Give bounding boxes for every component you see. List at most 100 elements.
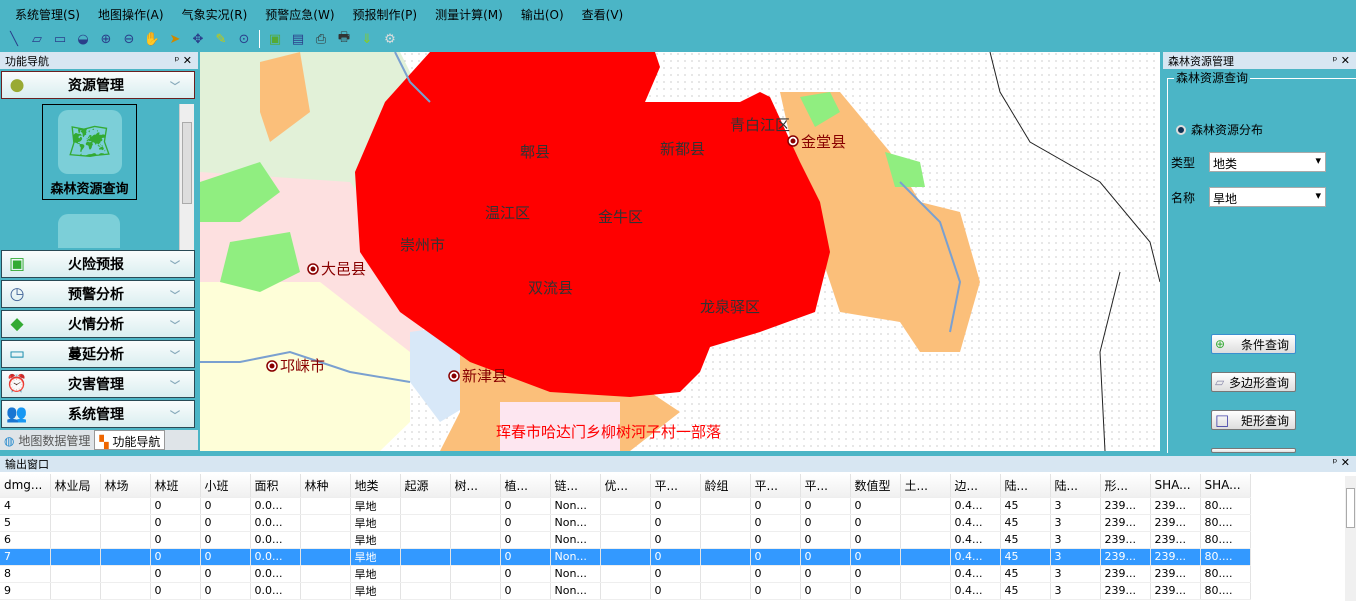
- menu-measure[interactable]: 测量计算(M): [435, 7, 503, 22]
- download-icon[interactable]: ⇓: [361, 31, 373, 47]
- brush-icon[interactable]: ✎: [215, 31, 227, 47]
- column-header[interactable]: 陆...: [1000, 474, 1051, 498]
- column-header[interactable]: 林场: [100, 474, 151, 498]
- group-resource-management[interactable]: ● 资源管理 ﹀: [1, 71, 195, 99]
- condition-query-button[interactable]: ⊕ 条件查询: [1211, 334, 1296, 354]
- polygon-icon: ▱: [1215, 375, 1225, 389]
- column-header[interactable]: 平...: [800, 474, 851, 498]
- diamond-fire-icon: ◆: [10, 314, 24, 334]
- table-row[interactable]: 8 0 0 0.0... 旱地 0 Non... 0 0 0 0 0.4... 45 3 239... 239…: [0, 565, 1251, 583]
- column-header[interactable]: SHA...: [1200, 474, 1251, 498]
- column-header[interactable]: 植...: [500, 474, 551, 498]
- table-cell: 0.0...: [250, 514, 301, 532]
- table-cell: [100, 548, 151, 566]
- zoom-in-icon[interactable]: ⊕: [100, 31, 112, 47]
- select-arrow-icon[interactable]: ➤: [169, 31, 181, 47]
- menu-output[interactable]: 输出(O): [520, 7, 564, 22]
- tab-function-nav[interactable]: ▚ 功能导航: [94, 430, 166, 450]
- document-globe-icon[interactable]: [58, 214, 120, 248]
- column-header[interactable]: 龄组: [700, 474, 751, 498]
- column-header[interactable]: 地类: [350, 474, 401, 498]
- menu-forecast[interactable]: 预报制作(P): [352, 7, 418, 22]
- column-header[interactable]: 形...: [1100, 474, 1151, 498]
- group-fire-analysis[interactable]: ◆ 火情分析 ﹀: [1, 310, 195, 338]
- column-header[interactable]: 边...: [950, 474, 1001, 498]
- group-spread-analysis[interactable]: ▭ 蔓延分析 ﹀: [1, 340, 195, 368]
- menu-warning[interactable]: 预警应急(W): [265, 7, 335, 22]
- rectangle-query-button[interactable]: □ 矩形查询: [1211, 410, 1296, 430]
- table-cell: 0: [850, 531, 901, 549]
- column-header[interactable]: 土...: [900, 474, 951, 498]
- map-label: 崇州市: [400, 236, 445, 254]
- column-header[interactable]: 陆...: [1050, 474, 1101, 498]
- table-scrollbar[interactable]: [1345, 476, 1356, 601]
- river: [200, 350, 411, 383]
- chevron-down-icon: ﹀: [170, 350, 180, 362]
- name-select[interactable]: 旱地: [1209, 187, 1326, 207]
- column-header[interactable]: 林种: [300, 474, 351, 498]
- menu-system[interactable]: 系统管理(S): [15, 7, 80, 22]
- table-row[interactable]: 5 0 0 0.0... 旱地 0 Non... 0 0 0 0 0.4... 45 3 239... 239…: [0, 514, 1251, 532]
- table-cell: 旱地: [350, 565, 401, 583]
- table-cell: [50, 565, 101, 583]
- menu-map-ops[interactable]: 地图操作(A): [97, 7, 164, 22]
- forest-resource-query-item[interactable]: 🗺 森林资源查询: [42, 104, 137, 200]
- settings-gear-icon[interactable]: ⚙: [384, 31, 396, 47]
- table-row[interactable]: 7 0 0 0.0... 旱地 0 Non... 0 0 0 0 0.4... 45 3 239... 239…: [0, 548, 1251, 566]
- column-header[interactable]: 数值型: [850, 474, 901, 498]
- map-label: 青白江区: [730, 116, 790, 134]
- column-header[interactable]: dmg...: [0, 474, 51, 498]
- polygon-query-button[interactable]: ▱ 多边形查询: [1211, 372, 1296, 392]
- column-header[interactable]: 林业局: [50, 474, 101, 498]
- group-warning-analysis[interactable]: ◷ 预警分析 ﹀: [1, 280, 195, 308]
- column-header[interactable]: 优...: [600, 474, 651, 498]
- zoom-out-icon[interactable]: ⊖: [123, 31, 135, 47]
- map-view[interactable]: 郫县 新都县 青白江区 金堂县 温江区 金牛区 崇州市 大邑县 双流县 龙泉驿区…: [200, 52, 1160, 451]
- pan-hand-icon[interactable]: ✋: [143, 31, 161, 47]
- table-cell: 239...: [1150, 497, 1201, 515]
- group-disaster-management[interactable]: ⏰ 灾害管理 ﹀: [1, 370, 195, 398]
- map-image-icon[interactable]: ▣: [268, 31, 282, 47]
- alarm-clock-icon: ⏰: [6, 374, 28, 394]
- column-header[interactable]: SHA...: [1150, 474, 1201, 498]
- column-header[interactable]: 起源: [400, 474, 451, 498]
- table-row[interactable]: 6 0 0 0.0... 旱地 0 Non... 0 0 0 0 0.4... 45 3 239... 239…: [0, 531, 1251, 549]
- tab-map-data-management[interactable]: ◍ 地图数据管理: [4, 434, 91, 448]
- erase-icon[interactable]: ▱: [32, 31, 42, 47]
- table-row[interactable]: 9 0 0 0.0... 旱地 0 Non... 0 0 0 0 0.4... 45 3 239... 239…: [0, 582, 1251, 600]
- full-extent-icon[interactable]: ✥: [192, 31, 204, 47]
- column-header[interactable]: 平...: [650, 474, 701, 498]
- zoom-scale-icon[interactable]: ⊙: [238, 31, 250, 47]
- line-icon[interactable]: ╲: [10, 31, 18, 47]
- scrollbar[interactable]: [179, 104, 194, 250]
- table-cell: 239...: [1100, 514, 1151, 532]
- column-header[interactable]: 小班: [200, 474, 251, 498]
- forest-distribution-radio[interactable]: 森林资源分布: [1176, 121, 1263, 138]
- pin-close-icons[interactable]: ᵖ ✕: [1332, 54, 1350, 67]
- group-fire-forecast[interactable]: ▣ 火险预报 ﹀: [1, 250, 195, 278]
- table-cell: [700, 548, 751, 566]
- rectangle-icon[interactable]: ▭: [53, 31, 67, 47]
- column-header[interactable]: 链...: [550, 474, 601, 498]
- printer-icon[interactable]: 🖶: [337, 30, 351, 45]
- book-icon[interactable]: ▤: [291, 31, 305, 47]
- print-icon[interactable]: ⎙: [315, 31, 327, 47]
- table-cell: 4: [0, 497, 51, 515]
- table-cell: 0: [800, 548, 851, 566]
- map-canvas[interactable]: 郫县 新都县 青白江区 金堂县 温江区 金牛区 崇州市 大邑县 双流县 龙泉驿区…: [200, 52, 1160, 451]
- column-header[interactable]: 树...: [450, 474, 501, 498]
- column-header[interactable]: 林班: [150, 474, 201, 498]
- table-row[interactable]: 4 0 0 0.0... 旱地 0 Non... 0 0 0 0 0.4... 45 3 239... 239…: [0, 497, 1251, 515]
- pin-close-icons[interactable]: ᵖ ✕: [1332, 456, 1350, 469]
- menu-view[interactable]: 查看(V): [581, 7, 624, 22]
- table-cell: [900, 565, 951, 583]
- column-header[interactable]: 面积: [250, 474, 301, 498]
- column-header[interactable]: 平...: [750, 474, 801, 498]
- pin-close-icons[interactable]: ᵖ ✕: [174, 54, 192, 67]
- table-cell: 239...: [1150, 531, 1201, 549]
- type-select[interactable]: 地类: [1209, 152, 1326, 172]
- group-system-management[interactable]: 👥 系统管理 ﹀: [1, 400, 195, 428]
- circle-icon[interactable]: ◒: [77, 31, 89, 47]
- menu-weather[interactable]: 气象实况(R): [181, 7, 248, 22]
- more-query-button[interactable]: [1211, 448, 1296, 453]
